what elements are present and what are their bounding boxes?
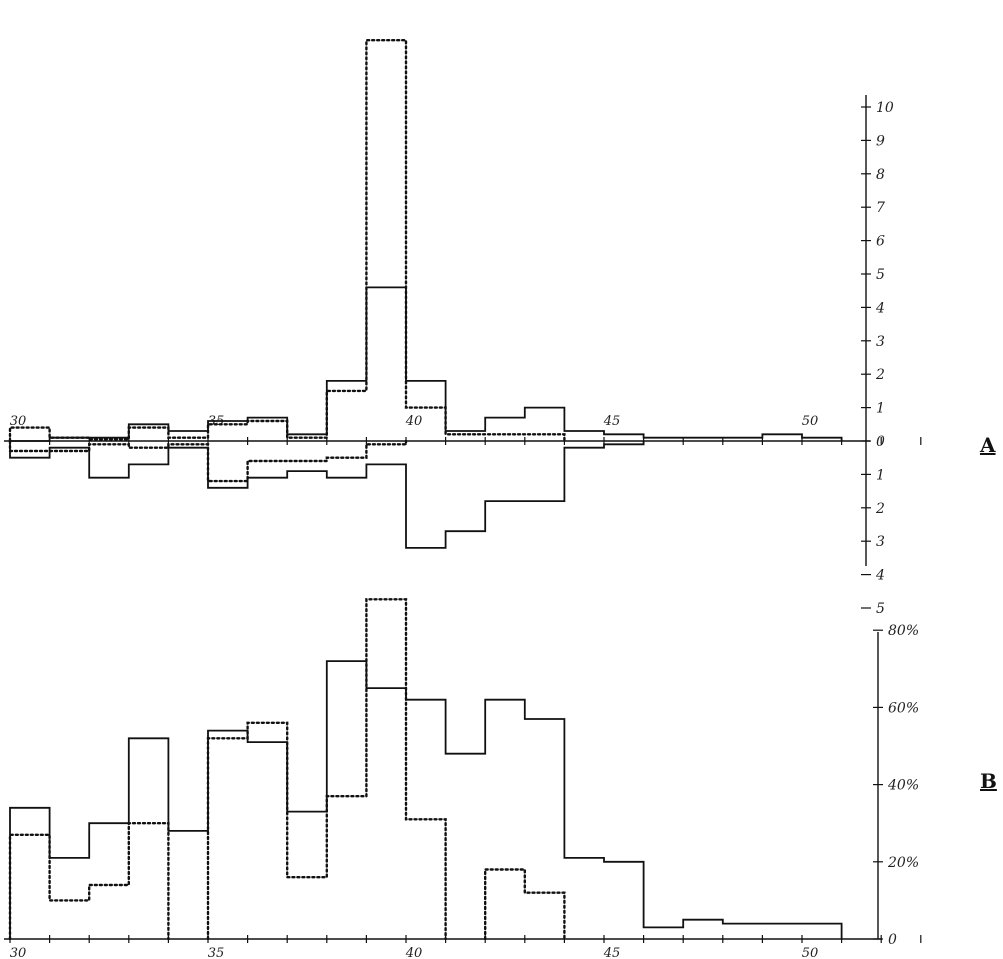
y-tick-label: 5 xyxy=(876,267,885,283)
y-tick-label: 2 xyxy=(875,367,885,383)
y-tick-label: 8 xyxy=(876,167,885,183)
y-tick-label: 4 xyxy=(875,568,885,584)
y-tick-label: 2 xyxy=(875,501,885,517)
panel-label-a: A xyxy=(979,433,996,457)
y-tick-label: 7 xyxy=(876,200,885,216)
y-tick-label: 40% xyxy=(887,778,919,794)
y-tick-label: 3 xyxy=(876,534,885,550)
y-tick-label: 6 xyxy=(876,234,885,250)
x-tick-label: 30 xyxy=(10,946,27,959)
series-solid-histogram xyxy=(9,660,843,939)
series-dotted-up-histogram xyxy=(8,39,566,443)
series-solid-up-histogram xyxy=(10,286,843,442)
x-tick-label: 45 xyxy=(603,414,621,429)
y-tick-label: 10 xyxy=(876,100,894,116)
y-tick-label: 60% xyxy=(888,700,919,716)
y-tick-label: 0 xyxy=(876,434,885,450)
x-tick-label: 45 xyxy=(603,946,621,959)
x-tick-label: 35 xyxy=(208,946,225,959)
y-tick-label: 3 xyxy=(876,334,885,350)
y-tick-label: 80% xyxy=(888,623,919,639)
y-tick-label: 1 xyxy=(876,401,885,417)
x-tick-label: 40 xyxy=(405,414,423,429)
x-tick-label: 50 xyxy=(802,946,819,959)
series-dotted-down-histogram xyxy=(8,439,408,483)
series-dotted-histogram xyxy=(8,598,566,941)
panel-label-b: B xyxy=(980,769,997,793)
y-tick-label: 0 xyxy=(888,932,897,948)
y-tick-label: 1 xyxy=(876,467,885,483)
y-tick-label: 4 xyxy=(875,300,885,316)
y-tick-label: 9 xyxy=(876,133,885,149)
chart-panel-b: 30 35 40 45 50 80% 60% 40% 20% 0 xyxy=(4,598,922,959)
series-solid-down-histogram xyxy=(9,441,645,549)
x-tick-label: 50 xyxy=(802,414,819,429)
x-tick-label: 30 xyxy=(10,414,27,429)
y-tick-label: 5 xyxy=(876,601,885,617)
y-tick-label: 20% xyxy=(887,855,919,871)
x-tick-label: 40 xyxy=(405,946,423,959)
